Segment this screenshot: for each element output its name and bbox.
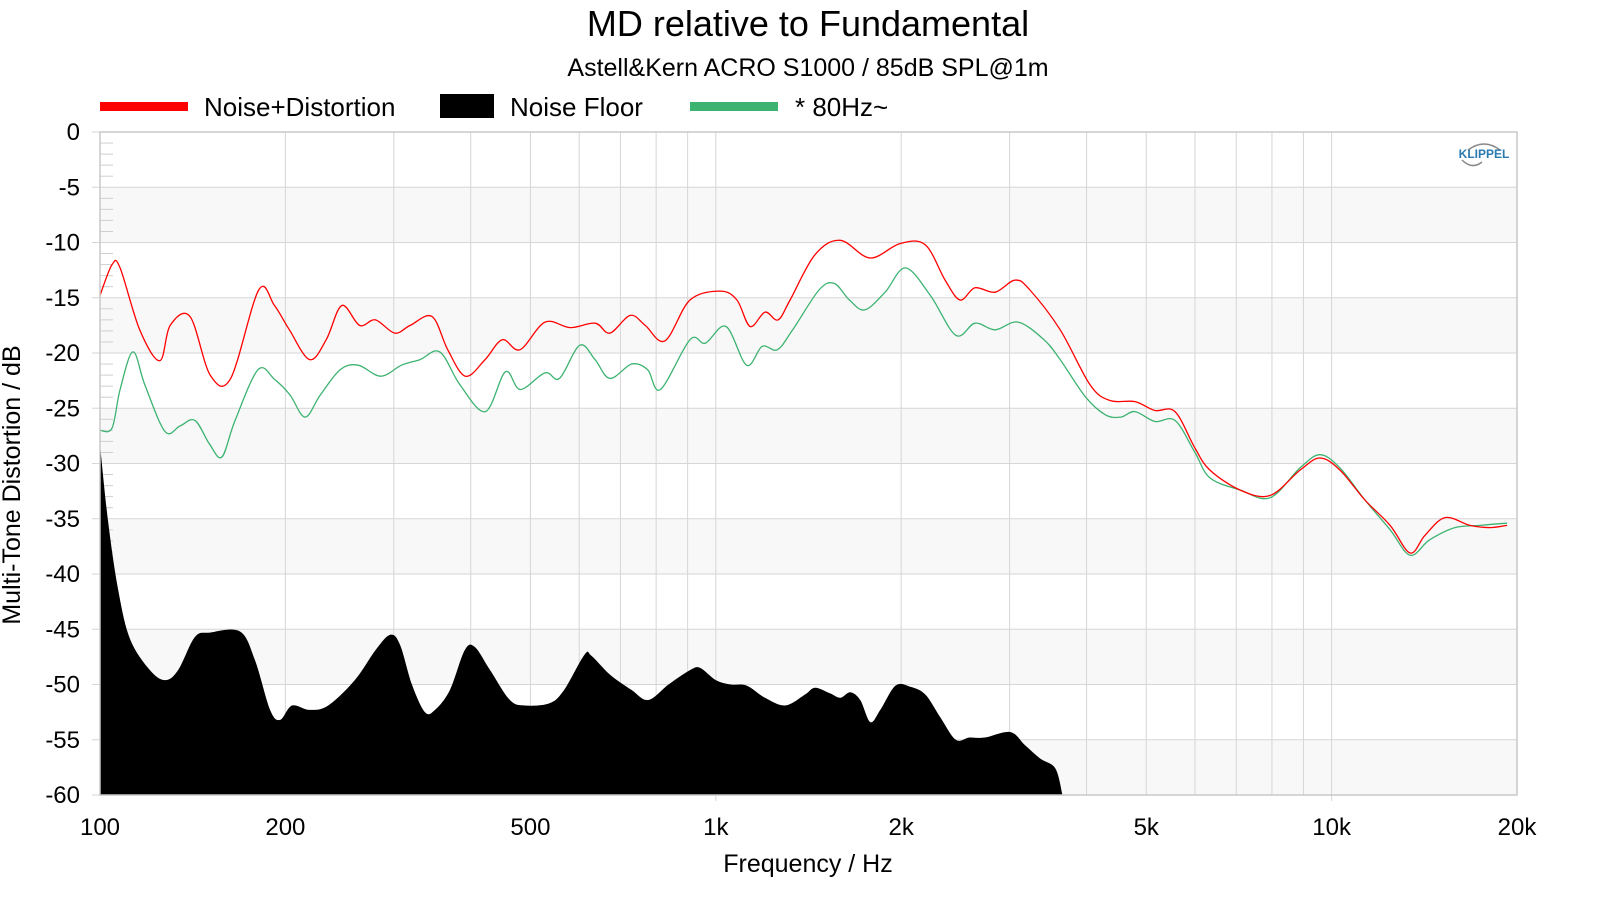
series-line-80hz: [99, 267, 1508, 556]
x-tick-label: 5k: [1134, 814, 1160, 841]
legend-label-80hz: * 80Hz~: [795, 92, 888, 122]
grid-band: [100, 187, 1517, 243]
y-tick-label: -40: [45, 561, 80, 588]
y-tick-label: -15: [45, 285, 80, 312]
y-tick-labels: 0 -5 -10 -15 -20 -25 -30 -35 -40 -45 -50 -55 -60: [45, 119, 80, 809]
legend-label-noise-distortion: Noise+Distortion: [204, 92, 395, 122]
legend-swatch-80hz: [690, 102, 778, 111]
x-tick-labels: 100 200 500 1k 2k 5k 10k 20k: [80, 814, 1537, 841]
y-tick-label: -20: [45, 340, 80, 367]
x-tick-label: 500: [510, 814, 550, 841]
legend-item-80hz[interactable]: * 80Hz~: [690, 92, 888, 122]
grid-band: [100, 242, 1517, 298]
grid-band: [100, 463, 1517, 519]
grid-band: [100, 132, 1517, 188]
y-tick-label: -60: [45, 782, 80, 809]
grid-band: [100, 518, 1517, 574]
logo-arc-bottom: [1461, 159, 1483, 167]
x-tick-label: 100: [80, 814, 120, 841]
y-tick-label: -25: [45, 395, 80, 422]
x-tick-label: 2k: [889, 814, 915, 841]
y-tick-label: -35: [45, 506, 80, 533]
legend-item-noise-distortion[interactable]: Noise+Distortion: [100, 92, 395, 122]
legend-label-noise-floor: Noise Floor: [510, 92, 643, 122]
legend-swatch-noise-floor: [440, 94, 494, 118]
logo-arc-top: [1467, 143, 1501, 151]
plot-frame: [99, 131, 1518, 796]
grid-band: [100, 353, 1517, 409]
chart-title: MD relative to Fundamental: [587, 3, 1029, 44]
y-tick-label: -30: [45, 451, 80, 478]
y-tick-label: -5: [59, 174, 80, 201]
x-axis-label: Frequency / Hz: [723, 850, 893, 878]
y-axis-label: Multi-Tone Distortion / dB: [0, 345, 26, 624]
x-tick-label: 1k: [703, 814, 729, 841]
y-tick-label: -45: [45, 616, 80, 643]
grid-band: [100, 629, 1517, 685]
grid-band: [100, 408, 1517, 464]
grid: [92, 131, 1517, 801]
grid-band: [100, 297, 1517, 353]
plot-background-bands: [100, 132, 1517, 795]
x-tick-label: 10k: [1312, 814, 1352, 841]
grid-band: [100, 574, 1517, 630]
chart-subtitle: Astell&Kern ACRO S1000 / 85dB SPL@1m: [567, 54, 1048, 82]
x-tick-label: 200: [265, 814, 305, 841]
legend: Noise+Distortion Noise Floor * 80Hz~: [100, 92, 888, 122]
y-tick-label: -55: [45, 727, 80, 754]
series-line-noise-distortion: [99, 239, 1508, 554]
legend-item-noise-floor[interactable]: Noise Floor: [440, 92, 643, 122]
y-tick-label: 0: [67, 119, 80, 146]
logo-text: KLIPPEL: [1459, 147, 1510, 161]
y-tick-label: -50: [45, 672, 80, 699]
series-layer: [99, 239, 1508, 795]
series-area-noise-floor: [100, 444, 1063, 795]
y-tick-label: -10: [45, 230, 80, 257]
legend-swatch-noise-distortion: [100, 102, 188, 111]
x-tick-label: 20k: [1498, 814, 1538, 841]
klippel-logo: KLIPPEL: [1459, 143, 1510, 167]
